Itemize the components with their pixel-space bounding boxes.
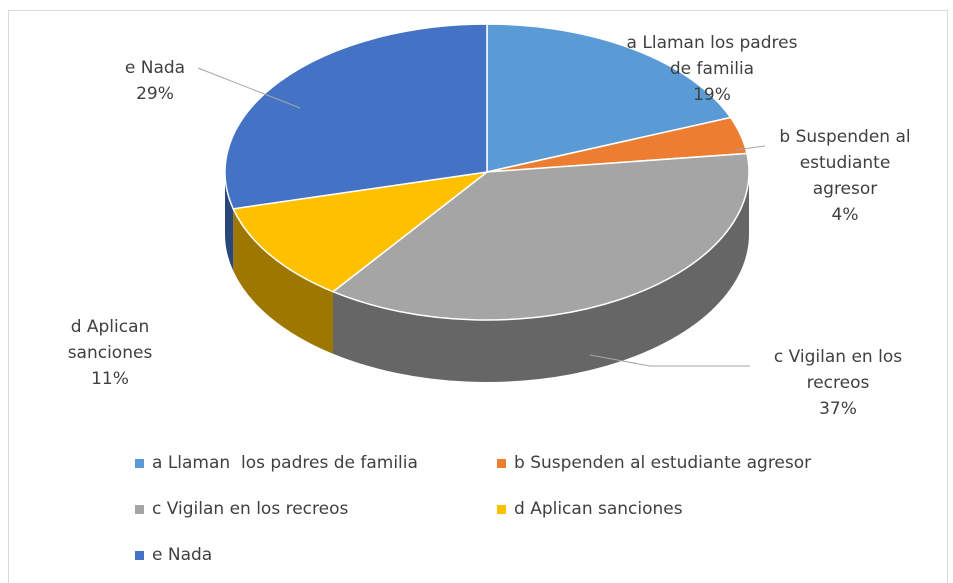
data-label-name: d Aplican sanciones: [67, 317, 153, 363]
legend-label: b Suspenden al estudiante agresor: [514, 453, 812, 473]
legend-label: c Vigilan en los recreos: [152, 499, 349, 519]
data-label-value: 11%: [91, 369, 129, 389]
data-label-name: c Vigilan en los recreos: [773, 347, 903, 393]
legend-item: c Vigilan en los recreos: [135, 499, 348, 519]
leader-line: [734, 145, 766, 151]
legend-swatch: [135, 458, 144, 468]
data-label-value: 19%: [693, 85, 731, 105]
legend-label: e Nada: [152, 545, 213, 565]
data-label-name: e Nada: [124, 58, 186, 78]
legend-swatch: [497, 458, 506, 468]
data-label: e Nada 29%: [85, 55, 225, 107]
slice-side: [333, 172, 749, 383]
legend-label: a Llaman los padres de familia: [152, 453, 418, 473]
slice: [232, 170, 490, 293]
slice: [486, 23, 732, 173]
data-label-value: 29%: [136, 84, 174, 104]
legend-label: d Aplican sanciones: [514, 499, 683, 519]
legend-swatch: [497, 504, 506, 514]
leader-line: [197, 67, 301, 109]
data-label-name: b Suspenden al estudiante agresor: [779, 127, 911, 199]
chart-frame: [8, 10, 948, 583]
data-label: b Suspenden al estudiante agresor 4%: [770, 124, 920, 228]
legend-swatch: [135, 504, 144, 514]
slice: [331, 152, 750, 321]
legend-item: b Suspenden al estudiante agresor: [497, 453, 811, 473]
leader-line: [589, 354, 750, 367]
slice-side: [225, 172, 234, 271]
legend-swatch: [135, 550, 144, 560]
data-label-value: 37%: [819, 399, 857, 419]
legend-item: a Llaman los padres de familia: [135, 453, 418, 473]
data-label: c Vigilan en los recreos 37%: [763, 344, 913, 422]
data-label-name: a Llaman los padres de familia: [626, 33, 798, 79]
data-label: a Llaman los padres de familia 19%: [622, 30, 802, 108]
data-label-value: 4%: [831, 205, 859, 225]
slice: [224, 23, 488, 210]
legend-item: e Nada: [135, 545, 212, 565]
legend-item: d Aplican sanciones: [497, 499, 683, 519]
data-label: d Aplican sanciones 11%: [40, 314, 180, 392]
